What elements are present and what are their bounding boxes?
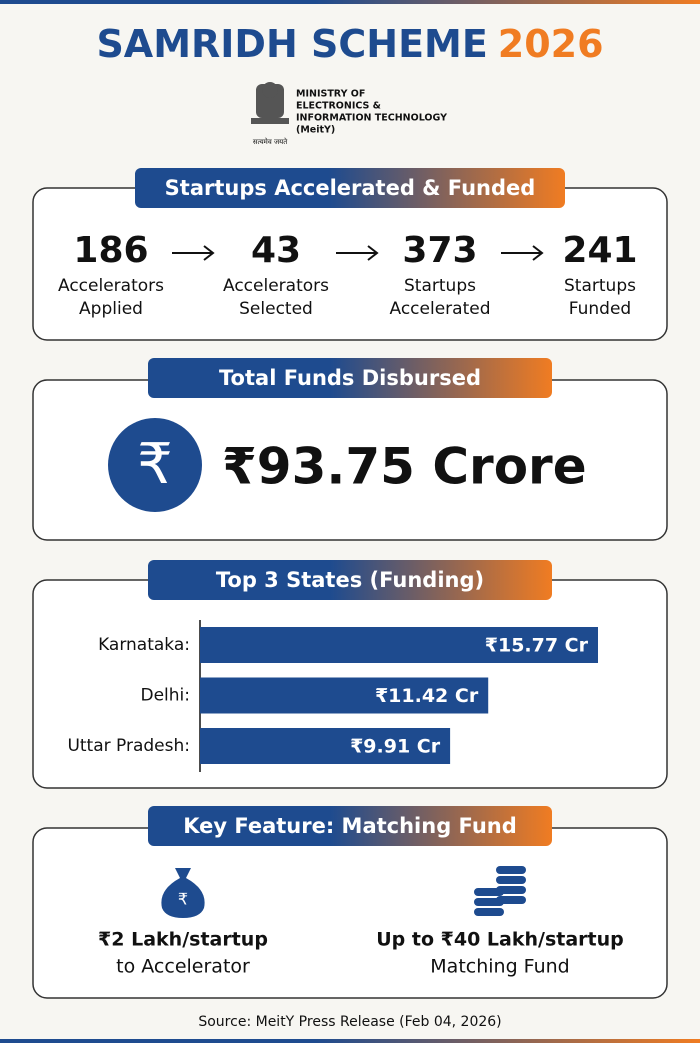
motto: सत्यमेव जयते xyxy=(253,137,288,146)
value-label: ₹11.42 Cr xyxy=(375,685,479,707)
section-title: Key Feature: Matching Fund xyxy=(183,814,517,838)
ministry-line: ELECTRONICS & xyxy=(296,101,381,112)
feature-subtitle: Matching Fund xyxy=(430,956,569,978)
step-label: Startups xyxy=(404,276,476,296)
pill xyxy=(148,806,552,846)
section-title: Startups Accelerated & Funded xyxy=(165,176,536,200)
chart-title: Top 3 States (Funding) xyxy=(216,568,484,592)
feature-title: Up to ₹40 Lakh/startup xyxy=(376,929,624,951)
money-bag-icon: ₹ xyxy=(161,868,205,918)
step-label: Applied xyxy=(79,299,143,319)
bar xyxy=(200,627,598,663)
step-number: 43 xyxy=(251,230,301,271)
emblem: सत्यमेव जयते xyxy=(251,82,289,146)
category-label: Karnataka: xyxy=(98,635,190,655)
title-main: SAMRIDH SCHEME xyxy=(96,22,487,66)
top-border xyxy=(0,0,700,4)
funds-amount: ₹93.75 Crore xyxy=(222,438,587,496)
category-label: Delhi: xyxy=(141,686,191,706)
bar xyxy=(200,677,489,714)
step-number: 373 xyxy=(402,230,477,271)
value-label: ₹9.91 Cr xyxy=(350,736,441,758)
pill xyxy=(148,560,552,600)
rupee-symbol: ₹ xyxy=(137,432,173,497)
section-title: Total Funds Disbursed xyxy=(219,366,481,390)
ministry-line: INFORMATION TECHNOLOGY xyxy=(296,113,447,124)
ministry-line: (MeitY) xyxy=(296,125,335,136)
step-number: 186 xyxy=(73,230,148,271)
bar xyxy=(200,728,451,764)
svg-text:₹: ₹ xyxy=(178,890,188,909)
step-label: Startups xyxy=(564,276,636,296)
step-label: Accelerators xyxy=(223,276,329,296)
value-label: ₹15.77 Cr xyxy=(485,635,589,657)
step-label: Funded xyxy=(569,299,631,319)
feature-subtitle: to Accelerator xyxy=(116,956,250,978)
feature-title: ₹2 Lakh/startup xyxy=(98,929,268,951)
step-label: Accelerated xyxy=(390,299,491,319)
category-label: Uttar Pradesh: xyxy=(67,736,190,756)
step-number: 241 xyxy=(562,230,637,271)
pill xyxy=(148,358,552,398)
title-year: 2026 xyxy=(498,22,604,66)
pill xyxy=(135,168,565,208)
title: SAMRIDH SCHEME 2026 xyxy=(96,22,603,66)
bottom-border xyxy=(0,1039,700,1043)
coins-icon xyxy=(474,866,526,916)
arrows xyxy=(172,245,544,261)
step-label: Accelerators xyxy=(58,276,164,296)
ministry-line: MINISTRY OF xyxy=(296,89,365,100)
source: Source: MeitY Press Release (Feb 04, 202… xyxy=(198,1014,501,1030)
rupee-icon xyxy=(108,418,202,512)
step-label: Selected xyxy=(239,299,313,319)
